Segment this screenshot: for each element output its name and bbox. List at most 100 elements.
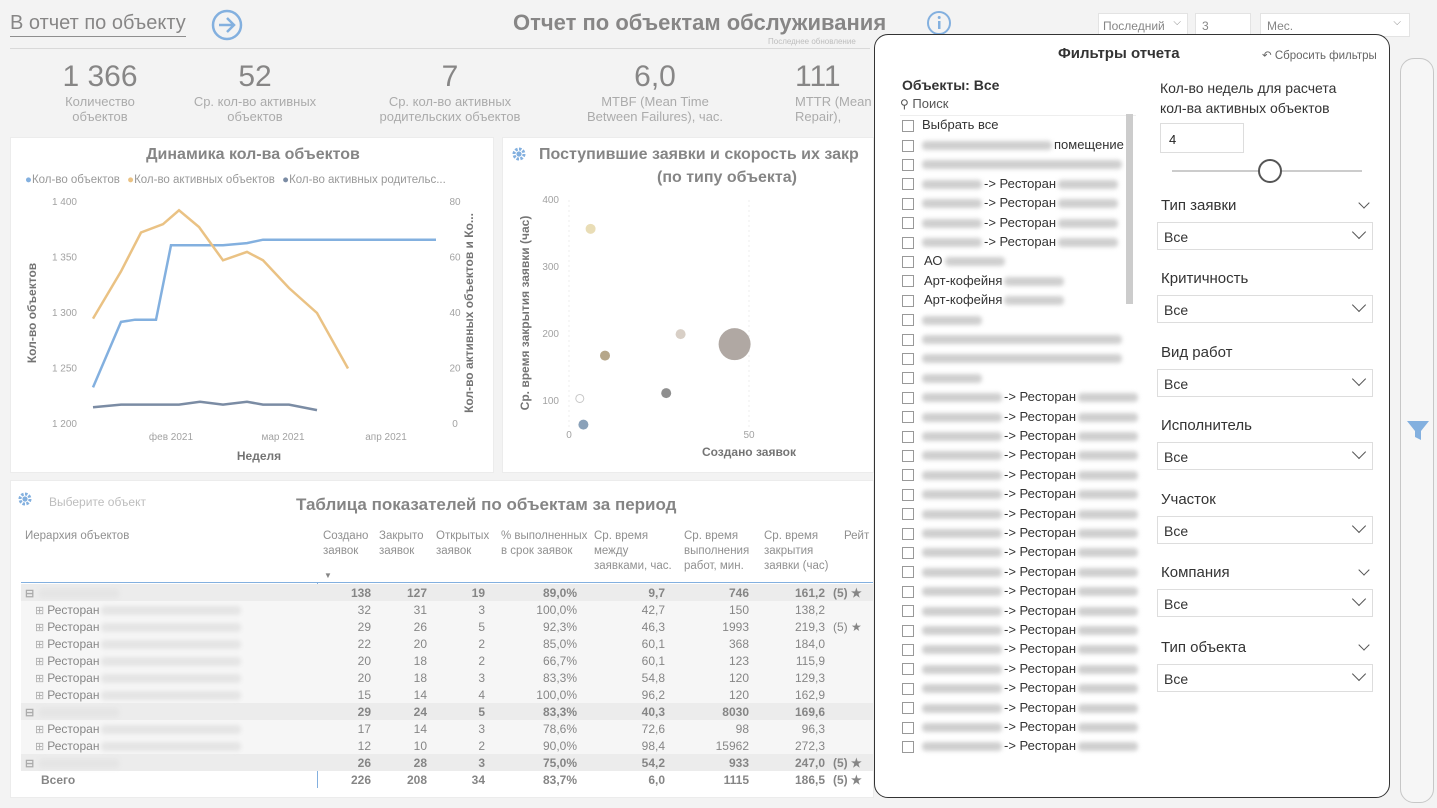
cell: 24 (375, 703, 431, 720)
object-checkbox[interactable]: -> Ресторан (902, 525, 1139, 544)
object-checkbox[interactable]: -> Ресторан (902, 700, 1139, 719)
table-row[interactable]: ⊞ Ресторан 20 18 3 83,3% 54,8 120 129,3 (21, 669, 873, 686)
metrics-table: ⊟ 138 127 19 89,0% 9,7 746 161,2 (5) ★ ⊞ Рестора… (21, 584, 873, 788)
object-checkbox[interactable] (902, 331, 1124, 350)
table-row[interactable]: ⊞ Ресторан 17 14 3 78,6% 72,6 98 96,3 (21, 720, 873, 737)
collapse-icon[interactable]: ⊟ (25, 587, 38, 600)
column-header[interactable]: Ср. время между заявками, час. (594, 530, 672, 572)
objects-list-scrollbar[interactable] (1126, 114, 1133, 304)
cell: 83,3% (489, 703, 581, 720)
expand-icon[interactable]: ⊞ (35, 638, 48, 651)
object-checkbox[interactable]: -> Ресторан (902, 506, 1139, 525)
table-row[interactable]: ⊞ Ресторан 22 20 2 85,0% 60,1 368 184,0 (21, 635, 873, 652)
y2-tick-label: 40 (449, 308, 461, 319)
object-checkbox[interactable]: Арт-кофейня (902, 292, 1065, 311)
object-checkbox[interactable]: -> Ресторан (902, 738, 1139, 757)
table-row[interactable]: ⊞ Ресторан 20 18 2 66,7% 60,1 123 115,9 (21, 652, 873, 669)
collapse-icon[interactable]: ⊟ (25, 757, 38, 770)
object-checkbox[interactable]: -> Ресторан (902, 641, 1139, 660)
expand-icon[interactable]: ⊞ (35, 740, 48, 753)
object-checkbox[interactable]: Арт-кофейня (902, 273, 1065, 292)
reset-filters-button[interactable]: ↶ Сбросить фильтры (1262, 50, 1377, 62)
cell: 46,3 (581, 618, 669, 635)
select-all-checkbox[interactable]: Выбрать все (902, 117, 998, 136)
object-checkbox[interactable]: -> Ресторан (902, 661, 1139, 680)
gear-icon[interactable] (17, 491, 33, 507)
object-checkbox[interactable]: -> Ресторан (902, 234, 1119, 253)
object-checkbox[interactable]: -> Ресторан (902, 409, 1139, 428)
object-checkbox[interactable]: -> Ресторан (902, 428, 1139, 447)
object-checkbox[interactable]: -> Ресторан (902, 622, 1139, 641)
filter-dropdown[interactable]: Все (1157, 664, 1373, 692)
object-checkbox[interactable] (902, 370, 984, 389)
weeks-slider-handle[interactable] (1258, 159, 1282, 183)
object-checkbox[interactable]: помещение (902, 137, 1124, 156)
expand-icon[interactable]: ⊞ (35, 723, 48, 736)
series-line (92, 400, 318, 412)
collapse-icon[interactable]: ⊟ (25, 706, 38, 719)
back-link[interactable]: В отчет по объекту (10, 12, 186, 37)
gear-icon[interactable] (511, 146, 527, 162)
table-row[interactable]: Всего 226 208 34 83,7% 6,0 1115 186,5 (5) ★ (21, 771, 873, 788)
object-checkbox[interactable]: -> Ресторан (902, 195, 1119, 214)
weeks-input[interactable]: 4 (1160, 123, 1244, 153)
filter-dropdown[interactable]: Все (1157, 369, 1373, 397)
cell: 29 (317, 618, 375, 635)
select-object-hint[interactable]: Выберите объект (49, 495, 146, 509)
object-checkbox[interactable] (902, 156, 1124, 175)
object-checkbox[interactable]: -> Ресторан (902, 603, 1139, 622)
y-tick-label: 1 400 (52, 197, 77, 208)
column-header[interactable]: Ср. время закрытия заявки (час) (764, 530, 829, 572)
table-row[interactable]: ⊞ Ресторан 15 14 4 100,0% 96,2 120 162,9 (21, 686, 873, 703)
object-checkbox[interactable]: -> Ресторан (902, 486, 1139, 505)
expand-icon[interactable]: ⊞ (35, 689, 48, 702)
period-mode-select[interactable]: Последний ⌵ (1098, 13, 1188, 37)
column-header[interactable]: Ср. время выполнения работ, мин. (684, 530, 750, 572)
row-name: ⊞ Ресторан (21, 737, 317, 754)
filter-icon[interactable] (1405, 418, 1431, 444)
sort-desc-icon[interactable]: ▼ (324, 571, 332, 580)
object-checkbox[interactable]: -> Ресторан (902, 215, 1119, 234)
arrow-right-icon[interactable] (211, 9, 243, 41)
filter-dropdown[interactable]: Все (1157, 295, 1373, 323)
object-checkbox[interactable]: -> Ресторан (902, 389, 1139, 408)
object-checkbox[interactable]: -> Ресторан (902, 447, 1139, 466)
object-checkbox[interactable]: -> Ресторан (902, 564, 1139, 583)
object-checkbox[interactable]: -> Ресторан (902, 680, 1139, 699)
object-checkbox[interactable] (902, 350, 1124, 369)
line-chart-legend: ●Кол-во объектов ●Кол-во активных объект… (25, 174, 446, 186)
object-checkbox[interactable]: -> Ресторан (902, 544, 1139, 563)
expand-icon[interactable]: ⊞ (35, 655, 48, 668)
filter-dropdown[interactable]: Все (1157, 589, 1373, 617)
cell: 22 (317, 635, 375, 652)
column-header[interactable]: Рейт (844, 530, 870, 542)
filter-dropdown[interactable]: Все (1157, 222, 1373, 250)
table-row[interactable]: ⊞ Ресторан 12 10 2 90,0% 98,4 15962 272,3 (21, 737, 873, 754)
expand-icon[interactable]: ⊞ (35, 604, 48, 617)
object-checkbox[interactable] (902, 312, 984, 331)
filter-dropdown[interactable]: Все (1157, 442, 1373, 470)
expand-icon[interactable]: ⊞ (35, 621, 48, 634)
object-search-input[interactable]: ⚲ Поиск (900, 96, 1136, 116)
object-checkbox[interactable]: АО (902, 253, 1005, 272)
object-checkbox[interactable]: -> Ресторан (902, 583, 1139, 602)
table-row[interactable]: ⊟ 29 24 5 83,3% 40,3 8030 169,6 (21, 703, 873, 720)
column-header[interactable]: Открытых заявок (436, 530, 490, 557)
info-icon[interactable] (926, 10, 952, 36)
table-row[interactable]: ⊟ 26 28 3 75,0% 54,2 933 247,0 (5) ★ (21, 754, 873, 771)
expand-icon[interactable]: ⊞ (35, 672, 48, 685)
table-row[interactable]: ⊞ Ресторан 32 31 3 100,0% 42,7 150 138,2 (21, 601, 873, 618)
chevron-down-icon (1351, 297, 1367, 313)
column-header[interactable]: % выполненных в срок заявок (501, 530, 588, 557)
table-row[interactable]: ⊟ 138 127 19 89,0% 9,7 746 161,2 (5) ★ (21, 584, 873, 601)
object-checkbox[interactable]: -> Ресторан (902, 719, 1139, 738)
object-checkbox[interactable]: -> Ресторан (902, 176, 1119, 195)
scatter-chart-card: Поступившие заявки и скорость их закр (п… (502, 137, 874, 473)
object-checkbox[interactable]: -> Ресторан (902, 467, 1139, 486)
y2-tick-label: 60 (449, 253, 461, 264)
table-row[interactable]: ⊞ Ресторан 29 26 5 92,3% 46,3 1993 219,3 (5) ★ (21, 618, 873, 635)
column-header[interactable]: Иерархия объектов (25, 530, 130, 542)
filter-dropdown[interactable]: Все (1157, 516, 1373, 544)
column-header[interactable]: Закрыто заявок (379, 530, 424, 557)
column-header[interactable]: Создано заявок (323, 530, 369, 557)
